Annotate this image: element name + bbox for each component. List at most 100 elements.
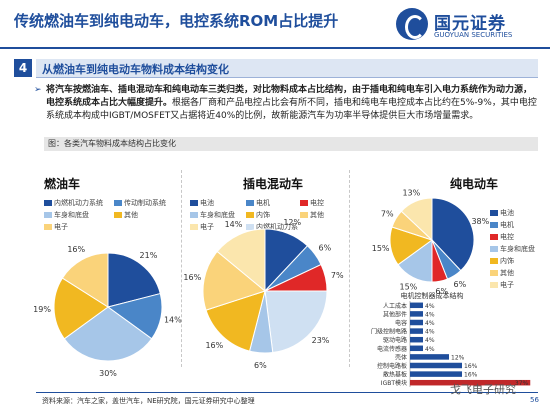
bar <box>410 311 423 317</box>
bar <box>410 302 423 309</box>
bar <box>410 345 423 352</box>
legend-item: 车身和底盘 <box>44 210 89 220</box>
legend-item: 其他 <box>300 210 324 220</box>
figure-title-bar <box>44 137 538 151</box>
bar-chart-title: 电机控制器成本结构 <box>401 291 464 300</box>
legend-swatch <box>490 282 498 288</box>
bev-pie-data-label: 38% <box>471 217 489 226</box>
legend-label: 电控 <box>310 199 324 207</box>
legend-label: 车身和底盘 <box>54 211 89 219</box>
phev-pie-slice <box>264 290 328 354</box>
legend-item: 电机 <box>246 198 270 208</box>
legend-phev: 电池 电机 电控 车身和底盘 内饰 其他 电子 内燃机动力系 <box>190 198 348 246</box>
phev-pie-data-label: 12% <box>283 218 301 227</box>
legend-swatch <box>490 246 498 252</box>
ice-pie-data-label: 21% <box>140 251 158 260</box>
legend-label: 内燃机动力系 <box>256 223 298 231</box>
ice-pie-data-label: 19% <box>33 305 51 314</box>
source-note: 资料来源：汽车之家，盖世汽车，NE研究院，国元证券研究中心整理 <box>42 397 255 405</box>
panel-divider-1 <box>181 170 182 367</box>
legend-item: 车身和底盘 <box>490 244 535 254</box>
bar <box>410 371 462 377</box>
legend-item: 电子 <box>490 280 514 290</box>
legend-swatch <box>490 258 498 264</box>
logo-icon <box>396 8 428 40</box>
legend-swatch <box>490 270 498 276</box>
bar-data-label: 16% <box>464 363 478 370</box>
bev-pie-data-label: 6% <box>435 287 448 296</box>
ice-pie-data-label: 16% <box>67 245 85 254</box>
bar-category-label: 壳体 <box>395 353 407 361</box>
logo-text-cn: 国元证券 <box>434 14 506 34</box>
company-logo: 国元证券 GUOYUAN SECURITIES <box>396 8 542 44</box>
legend-label: 电控 <box>500 233 514 241</box>
legend-label: 内饰 <box>500 257 514 265</box>
page-number: 56 <box>530 396 539 404</box>
bar-category-label: 驱动电路 <box>383 336 407 344</box>
panel-divider-2 <box>349 170 350 367</box>
legend-item: 其他 <box>114 210 138 220</box>
legend-item: 电子 <box>44 222 68 232</box>
legend-ice: 内燃机动力系统 传动制动系统 车身和底盘 其他 电子 <box>44 198 180 246</box>
legend-swatch <box>44 212 52 218</box>
legend-label: 电机 <box>256 199 270 207</box>
legend-label: 传动制动系统 <box>124 199 166 207</box>
legend-bev: 电池 电机 电控 车身和底盘 内饰 其他 电子 <box>490 208 548 292</box>
section-number: 4 <box>14 59 32 77</box>
legend-swatch <box>246 200 254 206</box>
legend-label: 内饰 <box>256 211 270 219</box>
logo-text-en: GUOYUAN SECURITIES <box>434 31 513 39</box>
legend-swatch <box>490 222 498 228</box>
watermark-text: 戈飞电子研究 <box>450 383 516 396</box>
phev-pie-data-label: 16% <box>205 341 223 350</box>
bar-data-label: 4% <box>425 311 435 318</box>
legend-item: 电控 <box>490 232 514 242</box>
bev-pie-data-label: 6% <box>454 280 467 289</box>
bar-data-label: 4% <box>425 320 435 327</box>
phev-pie-data-label: 6% <box>254 361 267 370</box>
legend-item: 其他 <box>490 268 514 278</box>
bev-pie-data-label: 15% <box>400 282 418 291</box>
legend-label: 车身和底盘 <box>500 245 535 253</box>
legend-swatch <box>190 224 198 230</box>
bev-pie-slice <box>431 197 475 272</box>
legend-swatch <box>490 234 498 240</box>
ice-pie-slice <box>53 277 109 340</box>
legend-label: 其他 <box>500 269 514 277</box>
phev-pie-slice <box>202 250 267 311</box>
bar <box>410 379 531 386</box>
legend-swatch <box>490 210 498 216</box>
legend-swatch <box>44 200 52 206</box>
page-title: 传统燃油车到纯电动车，电控系统ROM占比提升 <box>14 12 339 30</box>
phev-pie-data-label: 14% <box>225 220 243 229</box>
legend-label: 电机 <box>500 221 514 229</box>
legend-swatch <box>114 212 122 218</box>
bar-data-label: 4% <box>425 329 435 336</box>
bar-data-label: 4% <box>425 337 435 344</box>
bar-category-label: 电流传感器 <box>377 345 407 353</box>
legend-swatch <box>246 212 254 218</box>
legend-label: 其他 <box>310 211 324 219</box>
chart-title-phev: 插电混动车 <box>243 177 304 191</box>
bar-category-label: 其他部件 <box>383 310 407 318</box>
legend-label: 电子 <box>200 223 214 231</box>
bar <box>410 328 423 334</box>
legend-swatch <box>190 212 198 218</box>
legend-item: 内饰 <box>490 256 514 266</box>
legend-item: 电池 <box>190 198 214 208</box>
bar <box>410 336 423 343</box>
legend-swatch <box>114 200 122 206</box>
bev-pie-data-label: 13% <box>402 188 420 197</box>
legend-swatch <box>44 224 52 230</box>
legend-label: 电池 <box>500 209 514 217</box>
legend-item: 传动制动系统 <box>114 198 166 208</box>
ice-pie-data-label: 14% <box>164 315 182 324</box>
phev-pie-data-label: 7% <box>331 271 344 280</box>
phev-pie-slice <box>205 290 266 352</box>
bar-category-label: 电容 <box>395 319 407 327</box>
phev-pie-data-label: 6% <box>319 244 332 253</box>
ice-pie-slice <box>63 306 153 362</box>
ice-pie-slice <box>107 252 161 308</box>
bev-pie-data-label: 15% <box>372 244 390 253</box>
